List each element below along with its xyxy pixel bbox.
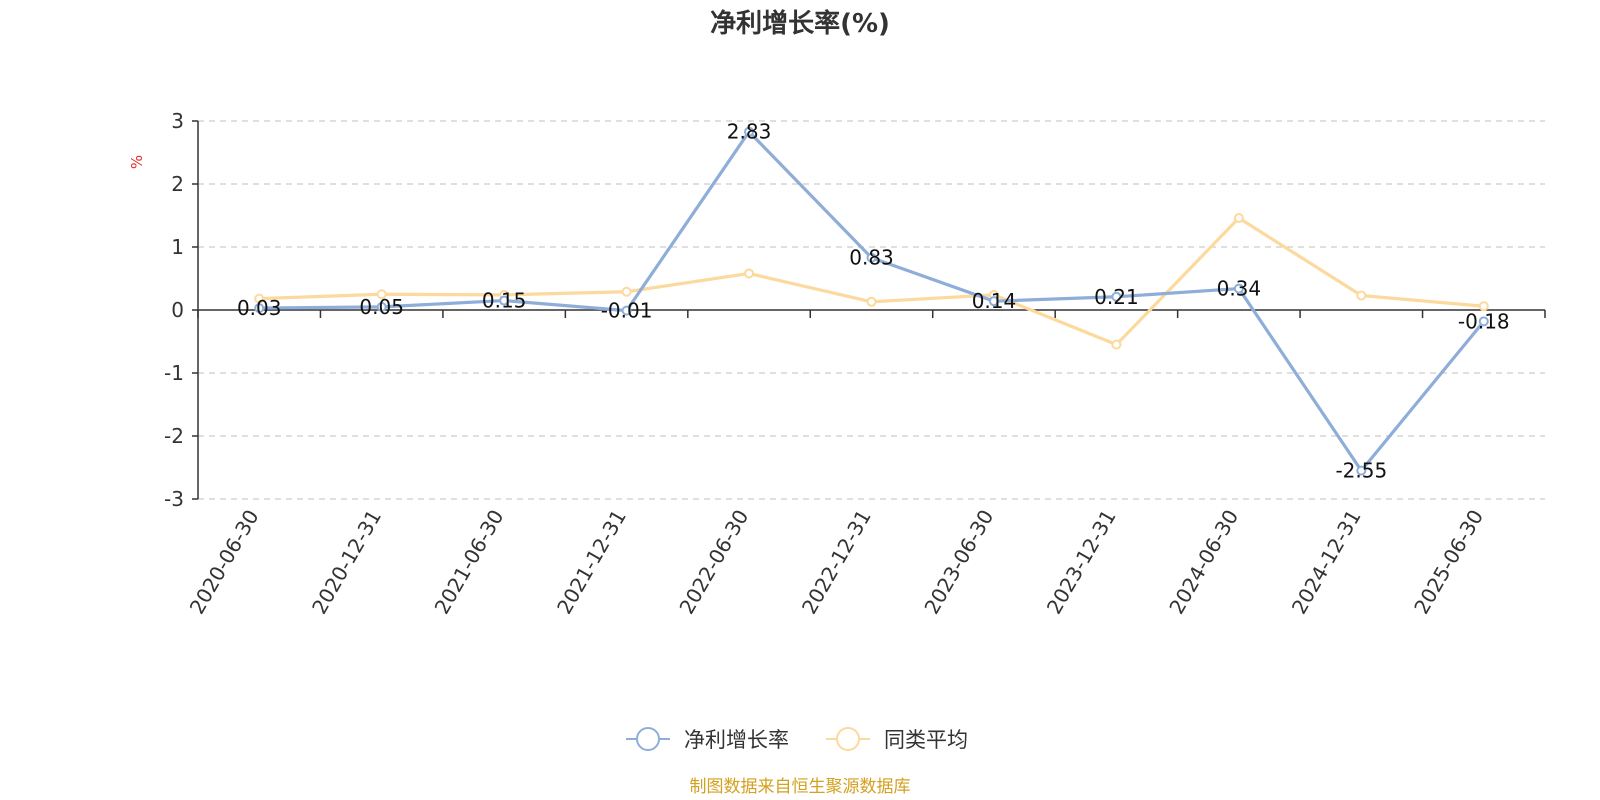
data-label: 0.21 [1094,285,1139,309]
data-point [621,305,632,316]
data-label: -0.01 [601,299,653,323]
data-point [1356,465,1367,476]
legend-label: 净利增长率 [684,728,789,752]
data-point [866,296,877,307]
data-point [1111,339,1122,350]
data-point [1111,291,1122,302]
data-point [254,303,265,314]
x-tick-label: 2023-12-31 [1042,506,1121,619]
data-point [376,289,387,300]
y-tick-label: -3 [164,487,184,511]
y-tick-label: 1 [171,235,184,259]
legend-marker [636,727,660,751]
legend-label: 同类平均 [884,728,968,752]
y-tick-label: -1 [164,361,184,385]
series-lines [254,126,1489,476]
x-tick-label: 2021-12-31 [552,506,631,619]
series-net-profit-growth [254,126,1489,476]
y-tick-label: 2 [171,172,184,196]
x-tick-label: 2025-06-30 [1409,506,1488,619]
data-label: 0.15 [482,289,527,313]
data-point [1233,213,1244,224]
data-label: 0.34 [1217,277,1262,301]
data-label: -0.18 [1458,309,1510,333]
data-label: -2.55 [1335,459,1387,483]
x-tick-label: 2022-12-31 [797,506,876,619]
series-peer-average [254,213,1489,350]
chart-title: 净利增长率(%) [710,8,890,39]
x-tick-label: 2023-06-30 [919,506,998,619]
data-labels: 0.03 0.05 0.15 -0.01 2.83 0.83 0.14 0.21 0.34 -2.… [237,120,1510,483]
data-label: 0.03 [237,296,282,320]
y-tick-label: 0 [171,298,184,322]
x-tick-label: 2020-06-30 [185,506,264,619]
data-point [376,301,387,312]
y-axis-unit-label: % [128,155,146,169]
data-label: 0.83 [849,246,894,270]
data-point [621,286,632,297]
data-label: 2.83 [727,120,772,144]
data-point [744,268,755,279]
x-tick-label: 2024-06-30 [1164,506,1243,619]
data-point [1356,290,1367,301]
legend-marker [836,727,860,751]
y-tick-label: 3 [171,109,184,133]
legend-item[interactable]: 净利增长率 [626,727,789,752]
data-point [744,126,755,137]
data-point [499,295,510,306]
x-tick-label: 2022-06-30 [674,506,753,619]
data-source-note: 制图数据来自恒生聚源数据库 [690,777,911,797]
data-point [1233,283,1244,294]
series-line [259,216,1484,347]
data-label: 0.05 [359,295,404,319]
data-point [988,296,999,307]
legend[interactable]: 净利增长率 同类平均 [626,727,968,752]
data-label: 0.14 [972,289,1017,313]
data-point [254,293,265,304]
grid-lines [198,120,1545,500]
x-tick-label: 2024-12-31 [1287,506,1366,619]
data-point [1478,301,1489,312]
data-point [1478,316,1489,327]
data-point [866,252,877,263]
x-tick-label: 2021-06-30 [430,506,509,619]
legend-item[interactable]: 同类平均 [826,727,968,752]
x-tick-label: 2020-12-31 [307,506,386,619]
y-tick-label: -2 [164,424,184,448]
